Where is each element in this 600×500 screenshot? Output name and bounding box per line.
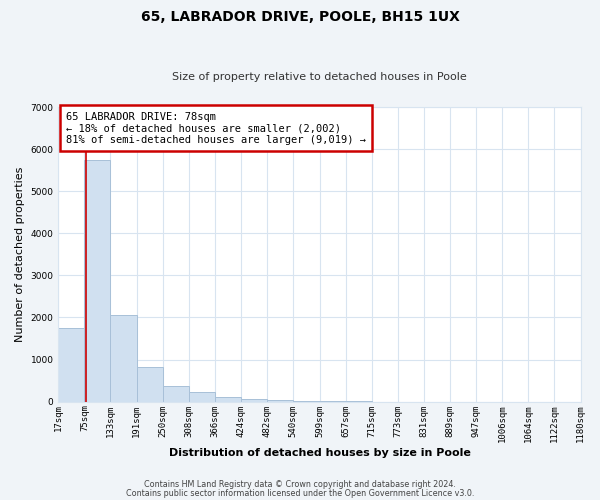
Text: Contains HM Land Registry data © Crown copyright and database right 2024.: Contains HM Land Registry data © Crown c… xyxy=(144,480,456,489)
Bar xyxy=(58,328,85,402)
Bar xyxy=(267,400,293,402)
Text: Contains public sector information licensed under the Open Government Licence v3: Contains public sector information licen… xyxy=(126,488,474,498)
Title: Size of property relative to detached houses in Poole: Size of property relative to detached ho… xyxy=(172,72,467,82)
Bar xyxy=(110,316,137,402)
Text: 65, LABRADOR DRIVE, POOLE, BH15 1UX: 65, LABRADOR DRIVE, POOLE, BH15 1UX xyxy=(140,10,460,24)
Bar xyxy=(85,160,110,402)
Bar xyxy=(137,367,163,402)
Bar xyxy=(215,397,241,402)
Y-axis label: Number of detached properties: Number of detached properties xyxy=(15,166,25,342)
X-axis label: Distribution of detached houses by size in Poole: Distribution of detached houses by size … xyxy=(169,448,470,458)
Bar xyxy=(189,392,215,402)
Bar xyxy=(241,399,267,402)
Bar xyxy=(163,386,189,402)
Text: 65 LABRADOR DRIVE: 78sqm
← 18% of detached houses are smaller (2,002)
81% of sem: 65 LABRADOR DRIVE: 78sqm ← 18% of detach… xyxy=(66,112,366,145)
